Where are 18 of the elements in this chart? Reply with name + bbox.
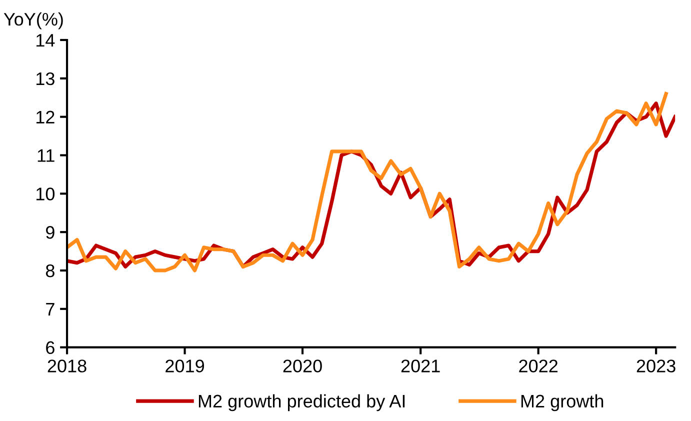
y-tick-label: 6: [46, 341, 54, 354]
y-tick-label: 11: [38, 149, 54, 162]
y-tick-label: 12: [36, 110, 54, 124]
x-tick-label: 2018: [48, 360, 86, 372]
y-tick-label: 7: [46, 303, 54, 316]
y-tick-label: 14: [36, 34, 55, 47]
y-axis-title: YoY(%): [4, 12, 63, 30]
legend-label: M2 growth predicted by AI: [198, 394, 405, 412]
y-tick-label: 9: [46, 226, 54, 239]
x-tick-label: 2020: [283, 360, 322, 372]
x-tick-label: 2021: [401, 360, 440, 372]
legend-label: M2 growth: [521, 394, 604, 412]
x-tick-label: 2022: [519, 360, 558, 372]
y-tick-label: 10: [36, 188, 55, 200]
x-tick-label: 2019: [166, 360, 204, 372]
x-tick-label: 2023: [636, 360, 676, 372]
y-tick-label: 13: [36, 72, 54, 86]
y-tick-label: 8: [46, 264, 54, 278]
